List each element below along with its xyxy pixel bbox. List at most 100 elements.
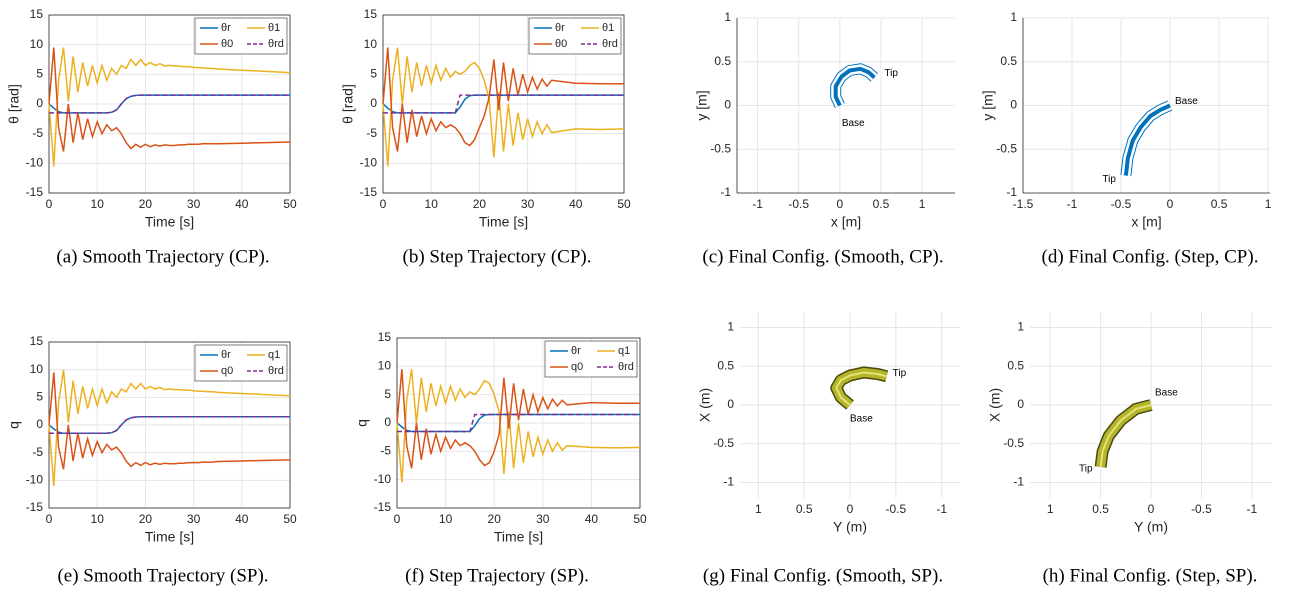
- y-tick-label: -5: [380, 444, 391, 458]
- base-label: Base: [842, 118, 865, 129]
- legend-box: [194, 17, 288, 55]
- y-tick-label: -0.5: [1003, 436, 1024, 450]
- y-axis-label: X (m): [697, 388, 713, 422]
- base-label: Base: [1155, 388, 1178, 399]
- caption: (e) Smooth Trajectory (SP).: [57, 565, 268, 586]
- panel: 1 0.5 0 -0.5 -1 -1 -0.5 0 0.5 1 Y (m) X (m) (h) Fina…: [987, 312, 1272, 586]
- x-tick-label: -1: [936, 502, 947, 516]
- legend-box: [528, 17, 622, 55]
- y-axis-label: θ [rad]: [6, 84, 22, 124]
- x-tick-label: 0: [380, 197, 387, 211]
- x-tick-label: 40: [569, 197, 583, 211]
- y-tick-label: 0: [36, 417, 43, 431]
- x-axis-label: Y (m): [1134, 519, 1168, 535]
- y-tick-label: -5: [366, 126, 377, 140]
- panel: 1 0.5 0 -0.5 -1 -1 -0.5 0 0.5 1 Y (m) X (m) (g) Fina…: [697, 312, 960, 586]
- y-tick-label: 1: [1010, 10, 1017, 24]
- x-tick-label: 30: [536, 512, 550, 526]
- y-tick-label: 5: [36, 390, 43, 404]
- legend-label: θrd: [618, 361, 634, 373]
- y-tick-label: 15: [364, 7, 378, 21]
- tip-label: Tip: [893, 368, 907, 379]
- y-axis-label: θ [rad]: [340, 84, 356, 124]
- x-axis-label: Time [s]: [145, 529, 194, 545]
- base-label: Base: [850, 414, 873, 425]
- x-tick-label: 0: [46, 197, 53, 211]
- legend-label: q1: [268, 349, 280, 361]
- x-tick-label: 0: [46, 512, 53, 526]
- y-tick-label: -10: [26, 473, 44, 487]
- caption: (d) Final Config. (Step, CP).: [1042, 246, 1259, 267]
- legend-label: θ1: [268, 22, 280, 34]
- x-tick-label: 10: [439, 512, 453, 526]
- x-tick-label: -0.5: [788, 197, 809, 211]
- y-tick-label: 10: [30, 37, 44, 51]
- tip-label: Tip: [1079, 464, 1093, 475]
- legend-label: θr: [221, 22, 231, 34]
- panel: -1 -0.5 0 0.5 1 -1 -0.5 0 0.5 1 x [m] y [m] (c) Fina…: [694, 10, 955, 267]
- x-tick-label: 0.5: [1211, 197, 1228, 211]
- y-tick-label: 5: [370, 67, 377, 81]
- x-axis-label: Time [s]: [145, 214, 194, 230]
- x-tick-label: 40: [585, 512, 599, 526]
- x-tick-label: 20: [139, 512, 153, 526]
- robot-highlight: [835, 371, 887, 406]
- x-tick-label: 10: [91, 512, 105, 526]
- x-tick-label: 50: [633, 512, 647, 526]
- data-line: [48, 47, 291, 152]
- caption: (b) Step Trajectory (CP).: [403, 246, 592, 267]
- y-tick-label: 0: [727, 397, 734, 411]
- x-axis-label: x [m]: [1131, 214, 1161, 230]
- y-tick-label: -0.5: [713, 436, 734, 450]
- y-tick-label: -1: [1006, 185, 1017, 199]
- panel: 0 10 20 30 40 50 -15 -10 -5 0 5 10 15 Time [s] q (f) St…: [354, 330, 647, 586]
- y-tick-label: -10: [26, 156, 44, 170]
- y-tick-label: 1: [1017, 320, 1024, 334]
- y-axis-label: y [m]: [980, 90, 996, 120]
- x-tick-label: 1: [755, 502, 762, 516]
- legend-label: θr: [571, 345, 581, 357]
- y-tick-label: 1: [727, 320, 734, 334]
- y-tick-label: 0: [36, 96, 43, 110]
- x-tick-label: 0: [847, 502, 854, 516]
- x-tick-label: -0.5: [1191, 502, 1212, 516]
- robot-backbone: [833, 66, 876, 107]
- data-line: [382, 47, 625, 167]
- y-tick-label: -1: [1013, 475, 1024, 489]
- y-tick-label: 0.5: [717, 358, 734, 372]
- x-tick-label: -1.5: [1013, 197, 1034, 211]
- y-tick-label: 10: [364, 37, 378, 51]
- caption: (a) Smooth Trajectory (CP).: [56, 246, 269, 267]
- caption: (f) Step Trajectory (SP).: [405, 565, 589, 586]
- x-tick-label: 40: [235, 197, 249, 211]
- data-line: [48, 369, 291, 486]
- legend-label: q1: [618, 345, 630, 357]
- x-tick-label: 0: [394, 512, 401, 526]
- y-tick-label: 0: [370, 96, 377, 110]
- legend-label: θrd: [602, 38, 618, 50]
- legend-label: θ1: [602, 22, 614, 34]
- x-tick-label: 0.5: [796, 502, 813, 516]
- y-axis-label: y [m]: [694, 90, 710, 120]
- panel: 0 10 20 30 40 50 -15 -10 -5 0 5 10 15 Time [s] θ [rad]…: [6, 7, 297, 267]
- tip-label: Tip: [1102, 174, 1116, 185]
- y-tick-label: -15: [374, 500, 392, 514]
- y-tick-label: 1: [724, 10, 731, 24]
- x-tick-label: 0: [1167, 197, 1174, 211]
- y-tick-label: -1: [720, 185, 731, 199]
- x-axis-label: Time [s]: [479, 214, 528, 230]
- robot-highlight: [1099, 404, 1152, 468]
- y-axis-label: q: [6, 421, 22, 429]
- y-tick-label: -0.5: [710, 141, 731, 155]
- caption: (g) Final Config. (Smooth, SP).: [703, 565, 943, 586]
- y-axis-label: q: [354, 419, 370, 427]
- legend-label: θr: [221, 349, 231, 361]
- y-tick-label: 10: [378, 359, 392, 373]
- data-line: [396, 369, 640, 469]
- data-line: [397, 413, 640, 433]
- x-tick-label: 10: [91, 197, 105, 211]
- y-tick-label: 0: [1017, 397, 1024, 411]
- x-tick-label: 50: [617, 197, 631, 211]
- x-axis-label: Time [s]: [494, 529, 543, 545]
